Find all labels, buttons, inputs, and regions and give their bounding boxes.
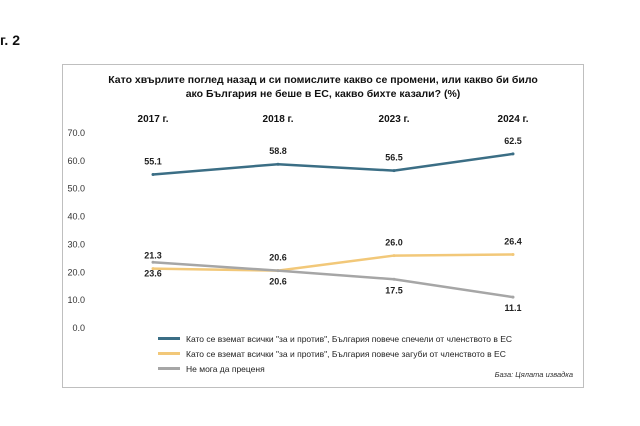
data-point-undecided [276,269,280,273]
y-tick-label: 40.0 [67,212,85,222]
y-tick-label: 50.0 [67,184,85,194]
data-label-won: 55.1 [144,157,162,167]
year-label-2024: 2024 г. [497,114,529,125]
series-lines [151,152,515,299]
data-point-lost [151,267,155,271]
line-chart: 0.0 10.0 20.0 30.0 40.0 50.0 60.0 70.0 55.1 58.8… [67,128,522,333]
y-tick-label: 10.0 [67,295,85,305]
legend-item-lost: Като се вземат всички "за и против", Бъл… [158,346,512,361]
data-point-undecided [151,260,155,264]
data-point-won [151,173,155,177]
data-point-lost [511,252,515,256]
year-label-2023: 2023 г. [378,114,410,125]
chart-panel: Като хвърлите поглед назад и си помислит… [62,64,584,388]
data-label-undecided: 23.6 [144,268,162,278]
legend-label-undecided: Не мога да преценя [186,363,265,374]
legend-item-undecided: Не мога да преценя [158,361,512,376]
y-axis: 0.0 10.0 20.0 30.0 40.0 50.0 60.0 70.0 [67,128,85,333]
data-point-won [511,152,515,156]
data-label-lost: 21.3 [144,251,162,261]
data-label-won: 58.8 [269,146,287,156]
source-note: База: Цялата извадка [494,370,573,379]
data-label-won: 62.5 [504,136,522,146]
data-label-lost: 20.6 [269,253,287,263]
data-label-undecided: 20.6 [269,277,287,287]
figure-label: г. 2 [0,32,20,48]
data-point-won [392,169,396,173]
year-label-2018: 2018 г. [262,114,294,125]
data-point-lost [392,254,396,258]
legend-item-won: Като се вземат всички "за и против", Бъл… [158,331,512,346]
legend-label-won: Като се вземат всички "за и против", Бъл… [186,333,513,344]
series-line-lost [152,253,514,272]
chart-title-line1: Като хвърлите поглед назад и си помислит… [108,74,538,86]
data-labels: 55.1 58.8 56.5 62.5 21.3 20.6 26.0 26.4 23.6 20.6… [144,136,522,313]
year-label-2017: 2017 г. [137,114,169,125]
data-point-undecided [392,277,396,281]
data-label-undecided: 11.1 [504,303,521,313]
y-tick-label: 60.0 [67,156,85,166]
data-point-undecided [511,295,515,299]
y-tick-label: 30.0 [67,239,85,249]
chart-title-line2: ако България не беше в ЕС, какво бихте к… [185,88,461,100]
legend-label-lost: Като се вземат всички "за и против", Бъл… [186,348,506,359]
legend-swatch-lost [158,352,180,355]
y-tick-label: 20.0 [67,267,85,277]
data-label-lost: 26.4 [504,236,522,246]
data-label-lost: 26.0 [385,238,403,248]
data-point-won [276,162,280,166]
y-tick-label: 70.0 [67,128,85,138]
legend-swatch-undecided [158,367,180,370]
data-label-won: 56.5 [385,153,403,163]
series-line-won [152,152,514,176]
data-label-undecided: 17.5 [385,285,403,295]
legend: Като се вземат всички "за и против", Бъл… [158,331,512,376]
legend-swatch-won [158,337,180,340]
series-line-undecided [152,261,514,299]
y-tick-label: 0.0 [72,323,85,333]
